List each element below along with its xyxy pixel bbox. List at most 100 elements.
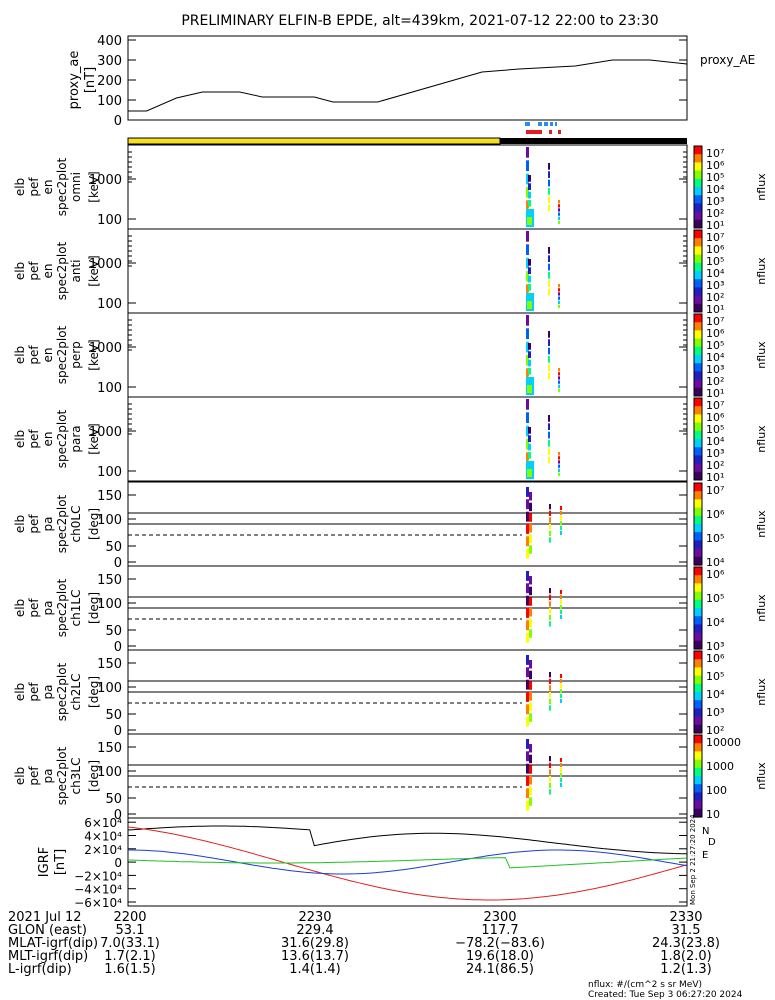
panel-ytick-label: 50 — [105, 708, 122, 723]
colorbar-cell — [694, 160, 702, 163]
spectrum-pixel — [529, 534, 532, 544]
spectrum-pixel — [558, 304, 560, 309]
colorbar-cell — [694, 612, 702, 615]
spectrum-pixel — [558, 376, 560, 380]
colorbar-cell — [694, 530, 702, 533]
colorbar-cell — [694, 603, 702, 607]
colorbar-cell — [694, 724, 702, 728]
spectrum-pixel — [548, 163, 550, 170]
spectrum-pixel — [529, 765, 532, 774]
panel-ylabel-line: pef — [27, 682, 41, 702]
spectrum-pixel — [558, 388, 560, 393]
colorbar-cell — [694, 524, 702, 527]
eph-row-mlt-v1: 1.7(2.1) — [104, 949, 156, 964]
panel-ytick-label: 100 — [97, 297, 122, 312]
sunlight-bar — [127, 137, 501, 145]
panel-ylabel-line: omni — [69, 172, 83, 202]
colorbar-tick-label: 10⁶ — [706, 568, 725, 581]
colorbar-cell — [694, 250, 702, 254]
spectrum-pixel — [548, 347, 550, 355]
colorbar-tick-label: 100 — [706, 784, 727, 797]
colorbar-cell — [694, 528, 702, 531]
spectrum-pixel — [549, 678, 551, 684]
colorbar-cell — [694, 398, 702, 401]
panel-ylabel-line: pef — [27, 429, 41, 449]
colorbar-cell — [694, 436, 702, 440]
spectrum-pixel — [529, 492, 532, 501]
colorbar-cell — [694, 581, 702, 584]
colorbar-tick-label: 10³ — [706, 279, 724, 292]
colorbar-cell — [694, 146, 702, 149]
colorbar-cell — [694, 720, 702, 724]
spectrum-pixel — [529, 702, 532, 712]
colorbar-cell — [694, 536, 702, 539]
spectrum-pixel — [528, 343, 531, 350]
spectrum-pixel — [560, 610, 562, 614]
proxy-ae-yticks: 0 100 200 300 400 — [97, 34, 687, 129]
colorbar-cell — [694, 152, 702, 155]
colorbar-frame — [693, 397, 703, 481]
colorbar-cell — [694, 661, 702, 664]
panel-ytick-label: 50 — [105, 792, 122, 807]
spectrum-pixel — [526, 788, 529, 799]
spectrum-pixel — [558, 460, 560, 464]
spectrum-pixel — [526, 200, 529, 211]
panel-ylabel-line: en — [41, 432, 55, 447]
eclipse-bar — [500, 138, 687, 144]
colorbar-cell — [694, 387, 702, 391]
colorbar-cell — [694, 459, 702, 463]
colorbar-cell — [694, 271, 702, 274]
igrf-ytick-label: 2×10⁴ — [84, 843, 122, 857]
colorbar-cell — [694, 248, 702, 251]
colorbar-tick-label: 10⁷ — [706, 399, 724, 412]
colorbar-cell — [694, 148, 702, 151]
eph-row-l-label: L-igrf(dip) — [8, 962, 72, 977]
colorbar-cell — [694, 254, 702, 258]
colorbar-cell — [694, 369, 702, 372]
colorbar-cell — [694, 747, 702, 750]
spectrum-pixel — [560, 615, 562, 619]
spectrum-pixel — [558, 292, 560, 296]
panel-ylabel-line: ch2LC — [69, 674, 83, 711]
colorbar-cell — [694, 402, 702, 405]
panel-ytick-label: 150 — [97, 489, 122, 504]
colorbar-cell — [694, 211, 702, 215]
spectrum-pixel — [558, 472, 560, 477]
eph-row-mlt-v3: 19.6(18.0) — [466, 949, 534, 964]
colorbar-tick-label: 10¹ — [706, 387, 724, 400]
igrf-label-n: N — [702, 826, 709, 837]
colorbar-cell — [694, 195, 702, 198]
colorbar-cell — [694, 361, 702, 364]
panel-ytick-label: 0 — [114, 640, 122, 655]
colorbar-cell — [694, 726, 702, 730]
colorbar-cell — [694, 469, 702, 473]
colorbar-cell — [694, 575, 702, 578]
colorbar-cell — [694, 262, 702, 266]
spectrum-pixel — [548, 448, 550, 455]
spectrum-pixel — [549, 672, 551, 678]
spectrum-pixel — [529, 576, 532, 585]
colorbar-cell — [694, 473, 702, 477]
colorbar-frame — [693, 229, 703, 313]
panel-ylabel-line: elb — [13, 178, 27, 196]
panel-ylabel-line: [keV] — [87, 255, 101, 286]
colorbar-cell — [694, 737, 702, 740]
colorbar-cell — [694, 184, 702, 188]
colorbar-cell — [694, 391, 702, 395]
spectrum-pixel — [560, 531, 562, 535]
spectrum-pixel — [558, 216, 560, 220]
panel-ytick-label: 100 — [97, 765, 122, 780]
colorbar-tick-label: 10⁷ — [706, 315, 724, 328]
spectrum-pixel — [560, 674, 562, 678]
colorbar-cell — [694, 597, 702, 601]
colorbar-cell — [694, 414, 702, 417]
colorbar-cell — [694, 526, 702, 529]
panel-colorbar: 10⁶ 10⁵ 10⁴ 10³ 10² nflux — [693, 650, 768, 737]
colorbar-cell — [694, 784, 702, 787]
proxy-ae-ytick-label: 400 — [97, 34, 122, 49]
panel-ylabel-line: [deg] — [87, 592, 101, 624]
colorbar-cell — [694, 771, 702, 775]
colorbar-cell — [694, 665, 702, 668]
